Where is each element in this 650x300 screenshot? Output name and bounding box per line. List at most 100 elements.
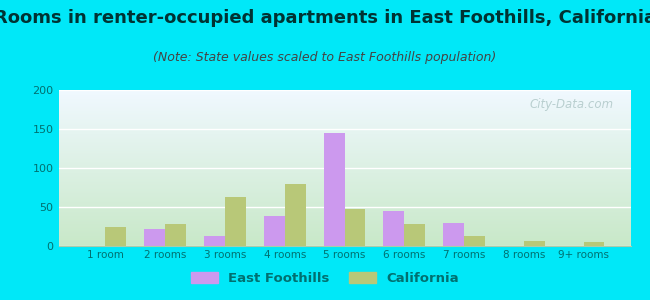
- Bar: [58, 178, 630, 179]
- Bar: [58, 201, 630, 202]
- Bar: [58, 128, 630, 129]
- Bar: [58, 113, 630, 114]
- Bar: [58, 99, 630, 100]
- Bar: [58, 93, 630, 94]
- Bar: [58, 108, 630, 109]
- Bar: [58, 92, 630, 93]
- Bar: [58, 221, 630, 222]
- Bar: [524, 241, 545, 246]
- Bar: [58, 104, 630, 105]
- Bar: [58, 156, 630, 157]
- Bar: [58, 142, 630, 143]
- Bar: [58, 186, 630, 187]
- Bar: [58, 191, 630, 192]
- Bar: [58, 183, 630, 184]
- Bar: [58, 194, 630, 195]
- Bar: [58, 238, 630, 239]
- Bar: [58, 169, 630, 170]
- Bar: [58, 96, 630, 97]
- Text: City-Data.com: City-Data.com: [529, 98, 614, 111]
- Bar: [58, 206, 630, 207]
- Text: Rooms in renter-occupied apartments in East Foothills, California: Rooms in renter-occupied apartments in E…: [0, 9, 650, 27]
- Bar: [144, 229, 165, 246]
- Bar: [404, 224, 425, 246]
- Bar: [58, 195, 630, 196]
- Bar: [58, 211, 630, 212]
- Bar: [58, 171, 630, 172]
- Bar: [58, 245, 630, 246]
- Bar: [58, 117, 630, 118]
- Bar: [58, 149, 630, 150]
- Bar: [225, 197, 246, 246]
- Bar: [58, 161, 630, 162]
- Bar: [58, 203, 630, 204]
- Text: (Note: State values scaled to East Foothills population): (Note: State values scaled to East Footh…: [153, 51, 497, 64]
- Bar: [58, 103, 630, 104]
- Bar: [58, 197, 630, 198]
- Bar: [58, 220, 630, 221]
- Bar: [58, 223, 630, 224]
- Bar: [58, 164, 630, 165]
- Bar: [58, 145, 630, 146]
- Bar: [58, 231, 630, 232]
- Bar: [264, 216, 285, 246]
- Bar: [58, 166, 630, 167]
- Bar: [58, 123, 630, 124]
- Bar: [285, 184, 306, 246]
- Bar: [58, 122, 630, 123]
- Bar: [344, 209, 365, 246]
- Bar: [443, 223, 464, 246]
- Bar: [58, 200, 630, 201]
- Bar: [58, 124, 630, 125]
- Bar: [58, 222, 630, 223]
- Bar: [58, 133, 630, 134]
- Bar: [58, 212, 630, 213]
- Bar: [58, 126, 630, 127]
- Bar: [58, 120, 630, 121]
- Bar: [58, 112, 630, 113]
- Bar: [58, 227, 630, 228]
- Bar: [58, 229, 630, 230]
- Bar: [58, 176, 630, 177]
- Bar: [58, 185, 630, 186]
- Bar: [58, 100, 630, 101]
- Bar: [384, 211, 404, 246]
- Bar: [58, 170, 630, 171]
- Bar: [58, 110, 630, 111]
- Bar: [464, 236, 485, 246]
- Bar: [58, 165, 630, 166]
- Bar: [58, 125, 630, 126]
- Bar: [58, 139, 630, 140]
- Bar: [58, 127, 630, 128]
- Bar: [58, 242, 630, 243]
- Bar: [58, 95, 630, 96]
- Bar: [58, 111, 630, 112]
- Bar: [58, 224, 630, 225]
- Bar: [58, 135, 630, 136]
- Bar: [58, 114, 630, 115]
- Bar: [58, 202, 630, 203]
- Bar: [58, 173, 630, 174]
- Bar: [58, 189, 630, 190]
- Bar: [58, 237, 630, 238]
- Bar: [58, 175, 630, 176]
- Bar: [58, 192, 630, 193]
- Bar: [58, 163, 630, 164]
- Bar: [58, 151, 630, 152]
- Bar: [58, 118, 630, 119]
- Bar: [58, 132, 630, 133]
- Bar: [58, 216, 630, 217]
- Bar: [58, 240, 630, 241]
- Bar: [204, 236, 225, 246]
- Bar: [58, 199, 630, 200]
- Bar: [58, 214, 630, 215]
- Bar: [58, 226, 630, 227]
- Bar: [58, 153, 630, 154]
- Bar: [58, 209, 630, 210]
- Bar: [58, 136, 630, 137]
- Bar: [58, 218, 630, 219]
- Bar: [105, 227, 126, 246]
- Bar: [58, 184, 630, 185]
- Bar: [58, 236, 630, 237]
- Bar: [58, 116, 630, 117]
